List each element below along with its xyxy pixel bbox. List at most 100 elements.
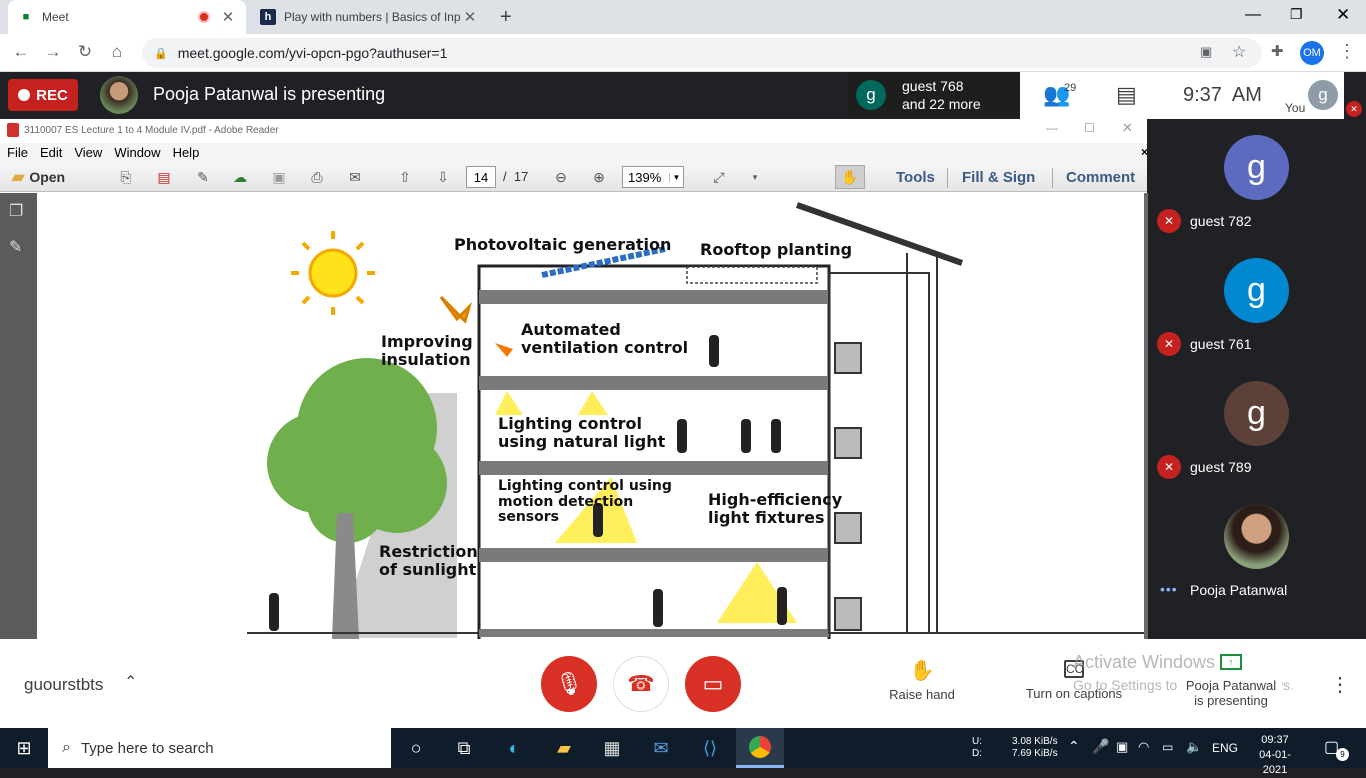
- mic-toggle-button[interactable]: 🎙: [541, 656, 597, 712]
- participant-name: guest 789: [1190, 459, 1252, 475]
- save-icon[interactable]: ▣: [272, 168, 286, 185]
- home-icon[interactable]: ⌂: [111, 42, 123, 61]
- bookmark-star-icon[interactable]: ☆: [1232, 44, 1247, 61]
- menu-edit[interactable]: Edit: [39, 145, 63, 160]
- edit-pdf-icon[interactable]: ✎: [197, 168, 209, 185]
- zoom-select[interactable]: 139% ▼: [622, 166, 684, 188]
- cortana-icon[interactable]: ○: [410, 737, 422, 758]
- chat-icon[interactable]: ▤: [1116, 82, 1137, 107]
- store-icon[interactable]: ▦: [603, 737, 621, 758]
- tab-play-with-numbers[interactable]: h Play with numbers | Basics of Inp ✕: [250, 0, 488, 34]
- reader-maximize-icon[interactable]: ☐: [1084, 121, 1095, 135]
- pdf-file-icon: [7, 123, 19, 137]
- participant-avatar: g: [1224, 258, 1289, 323]
- back-icon[interactable]: ←: [12, 42, 30, 61]
- menu-window[interactable]: Window: [114, 145, 161, 160]
- wifi-icon[interactable]: ◠: [1138, 739, 1150, 754]
- address-bar[interactable]: 🔒 meet.google.com/yvi-opcn-pgo?authuser=…: [142, 38, 1262, 68]
- mic-off-icon: ✕: [1157, 332, 1181, 356]
- presenter-avatar: [1224, 504, 1289, 569]
- zoom-out-icon[interactable]: ⊖: [555, 168, 567, 185]
- more-options-icon[interactable]: ⋮: [1330, 674, 1350, 696]
- reader-close-icon[interactable]: ✕: [1122, 120, 1133, 135]
- raise-hand-button[interactable]: ✋ Raise hand: [880, 658, 964, 702]
- camera-blocked-icon[interactable]: ▣: [1200, 44, 1213, 59]
- tab-meet[interactable]: ■ Meet ✕: [8, 0, 246, 34]
- people-icon[interactable]: 👥: [1043, 82, 1071, 107]
- sun-icon: [291, 231, 375, 315]
- create-pdf-icon[interactable]: ⎘: [120, 168, 132, 185]
- print-icon[interactable]: ⎙: [311, 168, 323, 185]
- menu-close-icon[interactable]: ×: [1141, 145, 1149, 159]
- fit-page-icon[interactable]: ⤢: [713, 168, 725, 185]
- edge-icon[interactable]: ◐: [508, 737, 520, 758]
- mail-icon[interactable]: ✉: [653, 737, 669, 758]
- system-clock[interactable]: 09:37 04-01-2021: [1248, 733, 1302, 778]
- mic-tray-icon[interactable]: 🎤: [1092, 738, 1110, 754]
- file-explorer-icon[interactable]: ▰: [557, 737, 571, 758]
- menu-dots-icon[interactable]: ⋮: [1338, 41, 1356, 61]
- pdf-page: Photovoltaic generation Rooftop planting…: [37, 193, 1144, 639]
- attachments-icon[interactable]: ✎: [9, 239, 23, 256]
- label-lighting-natural: Lighting control using natural light: [498, 414, 666, 452]
- leave-call-button[interactable]: ☎: [613, 656, 669, 712]
- battery-icon[interactable]: ▭: [1162, 740, 1174, 754]
- page-number-input[interactable]: 14: [466, 166, 496, 188]
- open-button[interactable]: ▰ Open: [12, 167, 65, 187]
- volume-icon[interactable]: 🔈: [1186, 739, 1203, 754]
- profile-avatar[interactable]: OM: [1300, 41, 1324, 65]
- menu-file[interactable]: File: [7, 145, 28, 160]
- export-pdf-icon[interactable]: ▤: [157, 168, 171, 185]
- tab-title: Meet: [42, 10, 69, 24]
- new-tab-icon[interactable]: +: [500, 6, 512, 28]
- guest-chip[interactable]: g guest 768 and 22 more: [848, 72, 1020, 118]
- hand-tool-icon[interactable]: ✋: [835, 165, 865, 189]
- close-tab-icon[interactable]: ✕: [463, 9, 477, 26]
- notification-center-icon[interactable]: ▢: [1324, 739, 1340, 756]
- captions-button[interactable]: CC Turn on captions: [1018, 660, 1130, 701]
- zoom-in-icon[interactable]: ⊕: [593, 168, 605, 185]
- previous-page-icon[interactable]: ⇧: [399, 168, 411, 185]
- forward-icon[interactable]: →: [44, 42, 62, 61]
- present-now-button[interactable]: ↑ Pooja Patanwal is presenting: [1180, 654, 1282, 708]
- menu-view[interactable]: View: [74, 145, 103, 160]
- reader-minimize-icon[interactable]: —: [1046, 121, 1058, 135]
- tray-chevron-icon[interactable]: ⌃: [1068, 738, 1080, 754]
- close-tab-icon[interactable]: ✕: [221, 9, 235, 26]
- activate-windows-title: Activate Windows: [1073, 652, 1216, 672]
- speaking-dots-icon: •••: [1160, 581, 1178, 597]
- self-avatar[interactable]: g: [1308, 80, 1338, 110]
- language-indicator[interactable]: ENG: [1212, 741, 1239, 755]
- meet-control-bar: [0, 639, 1366, 728]
- restore-icon[interactable]: ❐: [1290, 6, 1303, 22]
- tools-button[interactable]: Tools: [896, 169, 935, 186]
- fill-sign-button[interactable]: Fill & Sign: [962, 169, 1036, 186]
- minimize-icon[interactable]: —: [1245, 6, 1261, 23]
- toolbar-more-icon[interactable]: ▾: [752, 171, 758, 182]
- cc-icon: CC: [1064, 660, 1084, 678]
- task-view-icon[interactable]: ⧉: [457, 737, 471, 758]
- camera-toggle-button[interactable]: ▭: [685, 656, 741, 712]
- next-page-icon[interactable]: ⇩: [437, 168, 449, 185]
- recording-indicator-icon: [198, 11, 210, 23]
- windows-start-icon[interactable]: ⊞: [16, 737, 32, 758]
- taskbar-search[interactable]: ⌕ Type here to search: [48, 728, 391, 768]
- upload-cloud-icon[interactable]: ☁: [233, 168, 247, 185]
- pages-panel-icon[interactable]: ❐: [9, 203, 24, 220]
- search-icon: ⌕: [62, 739, 71, 756]
- net-up-label: U:: [972, 736, 982, 747]
- meet-top-right-panel: [1020, 72, 1344, 119]
- chrome-icon[interactable]: [736, 728, 784, 768]
- vscode-icon[interactable]: ⟨⟩: [702, 737, 718, 758]
- chevron-up-icon[interactable]: ⌃: [124, 674, 138, 691]
- meeting-name[interactable]: guourstbts: [24, 675, 104, 694]
- email-icon[interactable]: ✉: [349, 168, 361, 185]
- comment-button[interactable]: Comment: [1066, 169, 1136, 186]
- raise-hand-label: Raise hand: [889, 687, 955, 702]
- extensions-icon[interactable]: ✚: [1271, 43, 1284, 60]
- reload-icon[interactable]: ↻: [77, 42, 93, 61]
- reader-scrollbar[interactable]: [1144, 193, 1148, 639]
- meet-tray-icon[interactable]: ▣: [1116, 739, 1129, 754]
- menu-help[interactable]: Help: [172, 145, 200, 160]
- close-window-icon[interactable]: ✕: [1336, 5, 1351, 24]
